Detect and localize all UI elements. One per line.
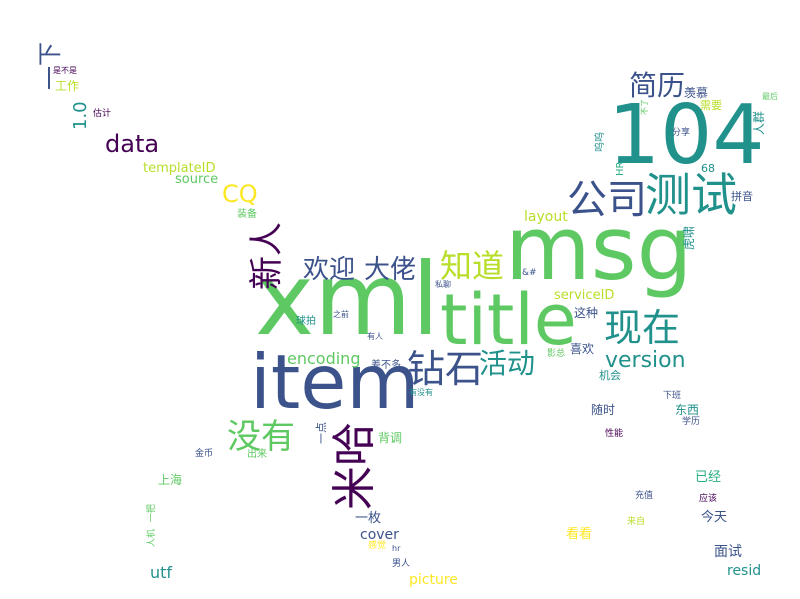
word-cloud-word: 最后 bbox=[762, 92, 778, 101]
word-cloud-word: 一把 bbox=[147, 503, 157, 522]
word-cloud-word: 大佬 bbox=[364, 255, 417, 285]
word-cloud-word: 公司 bbox=[567, 177, 647, 223]
word-cloud-word: 今天 bbox=[701, 510, 728, 525]
word-cloud-word: HR bbox=[615, 161, 626, 176]
word-cloud-word: 人机 bbox=[147, 528, 157, 547]
word-cloud-word: 分享 bbox=[672, 128, 691, 138]
word-cloud-word: 简历 bbox=[629, 69, 686, 102]
word-cloud-word: 工作 bbox=[55, 79, 80, 93]
word-cloud-word: 测试 bbox=[645, 168, 737, 222]
word-cloud-word: 私聊 bbox=[435, 280, 451, 289]
word-cloud-word: 是不是 bbox=[53, 66, 77, 75]
word-cloud-word: utf bbox=[150, 563, 173, 582]
word-cloud-word: xml bbox=[255, 241, 440, 358]
word-cloud-word: 没有 bbox=[227, 417, 295, 457]
word-cloud-word: 钻石 bbox=[407, 347, 484, 391]
word-cloud-word: 需要 bbox=[700, 99, 722, 112]
word-cloud-word: version bbox=[605, 348, 686, 373]
word-cloud-word: templateID bbox=[143, 161, 216, 176]
word-cloud-word: 拼音 bbox=[731, 190, 753, 203]
word-cloud-word: 机会 bbox=[599, 369, 621, 382]
word-cloud-word: resid bbox=[727, 563, 762, 579]
word-cloud-word: 随时 bbox=[591, 403, 616, 417]
word-cloud-word: 虎啸 bbox=[682, 225, 696, 250]
word-cloud-word: serviceID bbox=[554, 288, 615, 303]
word-cloud-word: 球拍 bbox=[296, 316, 316, 327]
word-cloud-word: 欢迎 bbox=[303, 255, 356, 285]
word-cloud-word: 一点 bbox=[315, 422, 328, 444]
word-cloud-word: 性能 bbox=[605, 429, 624, 439]
word-cloud-word: picture bbox=[409, 572, 458, 588]
word-cloud-word: CQ bbox=[222, 180, 258, 208]
word-cloud-word: 上海 bbox=[158, 473, 183, 487]
word-cloud-word: 已经 bbox=[695, 470, 722, 485]
word-cloud-word: 这种 bbox=[574, 306, 599, 320]
word-cloud-word: &# bbox=[522, 268, 537, 278]
word-cloud-word: 羡慕 bbox=[684, 86, 709, 100]
word-cloud-word: 背调 bbox=[378, 431, 403, 445]
word-cloud-word: 应该 bbox=[699, 494, 718, 504]
word-cloud-word: layout bbox=[524, 209, 568, 225]
word-cloud-word: 来自 bbox=[627, 517, 646, 527]
word-cloud-word: source bbox=[175, 172, 219, 187]
word-cloud-word: 影总 bbox=[547, 349, 566, 359]
word-cloud-word: 充值 bbox=[635, 491, 654, 501]
word-cloud-word: 米哈 bbox=[329, 422, 380, 510]
word-cloud-word: 喜欢 bbox=[570, 342, 595, 356]
word-cloud-word: 知道 bbox=[440, 247, 505, 285]
word-cloud-word: 呜呜 bbox=[595, 132, 606, 152]
word-cloud-word: 不了 bbox=[640, 99, 649, 115]
word-cloud-word: 估计 bbox=[93, 109, 112, 119]
word-cloud-word: 现在 bbox=[604, 306, 681, 350]
word-cloud-word: 面试 bbox=[714, 544, 742, 560]
word-cloud-word: 一枚 bbox=[355, 511, 382, 526]
word-cloud-word: data bbox=[105, 130, 160, 158]
word-cloud-word: 之前 bbox=[333, 310, 349, 319]
word-cloud-word: 差不多 bbox=[371, 360, 401, 371]
word-cloud-word: 看看 bbox=[566, 527, 593, 542]
word-cloud-word: hr bbox=[392, 544, 401, 553]
word-cloud-word: 学历 bbox=[682, 417, 701, 427]
word-cloud-word: 68 bbox=[701, 162, 715, 175]
word-cloud-word: 东西 bbox=[675, 403, 700, 417]
word-cloud-word: 新人 bbox=[247, 222, 287, 290]
word-cloud-word: title bbox=[440, 279, 577, 361]
word-cloud-word: msg bbox=[505, 197, 693, 300]
word-cloud-word: 出来 bbox=[247, 449, 267, 460]
word-cloud-word: 感觉 bbox=[368, 541, 387, 551]
word-cloud-word: 男人 bbox=[392, 559, 411, 569]
word-cloud-word: 人群 bbox=[752, 110, 766, 135]
word-cloud-word: 金币 bbox=[195, 449, 214, 459]
word-cloud-word: encoding bbox=[287, 349, 361, 368]
word-cloud-word: 104 bbox=[608, 88, 765, 183]
word-cloud-word: item bbox=[250, 338, 420, 426]
word-cloud-word: 装备 bbox=[237, 209, 257, 220]
word-cloud-word: 下班 bbox=[663, 391, 682, 401]
word-cloud-word: 活动 bbox=[479, 347, 536, 380]
word-cloud-word: 1.0 bbox=[70, 101, 91, 130]
word-cloud-word: 有人 bbox=[367, 332, 383, 341]
word-cloud-word: cover bbox=[360, 527, 399, 543]
word-cloud-word: 有没有 bbox=[409, 388, 433, 397]
